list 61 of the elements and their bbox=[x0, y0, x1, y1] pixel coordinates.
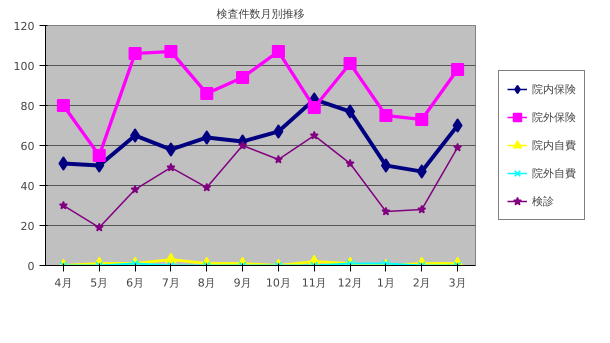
point bbox=[130, 128, 140, 143]
point bbox=[202, 130, 212, 145]
point bbox=[164, 252, 177, 264]
point bbox=[417, 204, 426, 214]
y-tick-label: 80 bbox=[20, 100, 35, 113]
legend-label: 検診 bbox=[532, 194, 554, 208]
x-tick-label: 8月 bbox=[198, 276, 216, 290]
y-tick-label: 100 bbox=[14, 60, 35, 73]
x-tick-label: 9月 bbox=[234, 276, 252, 290]
y-tick-label: 0 bbox=[28, 260, 34, 273]
point bbox=[166, 142, 176, 157]
point bbox=[380, 158, 391, 173]
point bbox=[272, 44, 285, 58]
point bbox=[310, 130, 319, 140]
point bbox=[92, 148, 106, 162]
y-tick-label: 120 bbox=[14, 20, 35, 33]
point bbox=[274, 154, 283, 164]
x-tick-label: 2月 bbox=[412, 276, 431, 290]
y-tick-label: 20 bbox=[20, 220, 35, 233]
x-tick-label: 11月 bbox=[302, 276, 327, 290]
x-tick-label: 12月 bbox=[338, 276, 363, 290]
point bbox=[416, 164, 427, 179]
point bbox=[379, 108, 392, 122]
legend-label: 院内保険 bbox=[532, 82, 576, 96]
point bbox=[345, 104, 356, 119]
point bbox=[346, 259, 354, 266]
y-tick-label: 60 bbox=[20, 140, 35, 153]
point bbox=[451, 62, 464, 76]
point bbox=[236, 70, 250, 84]
point bbox=[381, 206, 390, 216]
point bbox=[94, 222, 104, 232]
point bbox=[130, 184, 140, 194]
point bbox=[131, 259, 140, 266]
point bbox=[308, 100, 321, 114]
point bbox=[415, 112, 428, 126]
point bbox=[238, 140, 248, 150]
x-tick-label: 1月 bbox=[376, 276, 395, 290]
x-tick-label: 7月 bbox=[162, 276, 180, 290]
point bbox=[166, 162, 176, 172]
point bbox=[273, 124, 284, 139]
point bbox=[344, 56, 357, 70]
point bbox=[164, 44, 178, 58]
legend-label: 院内自費 bbox=[532, 138, 576, 152]
legend-label: 院外自費 bbox=[532, 166, 576, 180]
x-tick-label: 6月 bbox=[126, 276, 144, 290]
point bbox=[56, 98, 70, 112]
y-tick-label: 40 bbox=[20, 180, 35, 193]
x-tick-label: 10月 bbox=[266, 276, 291, 290]
x-tick-label: 5月 bbox=[90, 276, 108, 290]
point bbox=[453, 142, 462, 152]
chart-title: 検査件数月別推移 bbox=[216, 8, 304, 20]
point bbox=[58, 200, 68, 210]
x-tick-label: 4月 bbox=[54, 276, 72, 290]
point bbox=[128, 46, 142, 60]
legend-label: 院外保険 bbox=[532, 110, 576, 124]
x-tick-label: 3月 bbox=[448, 276, 467, 290]
point bbox=[200, 86, 214, 100]
point bbox=[202, 182, 212, 192]
point bbox=[58, 156, 68, 171]
point bbox=[346, 158, 355, 168]
point bbox=[452, 118, 463, 133]
